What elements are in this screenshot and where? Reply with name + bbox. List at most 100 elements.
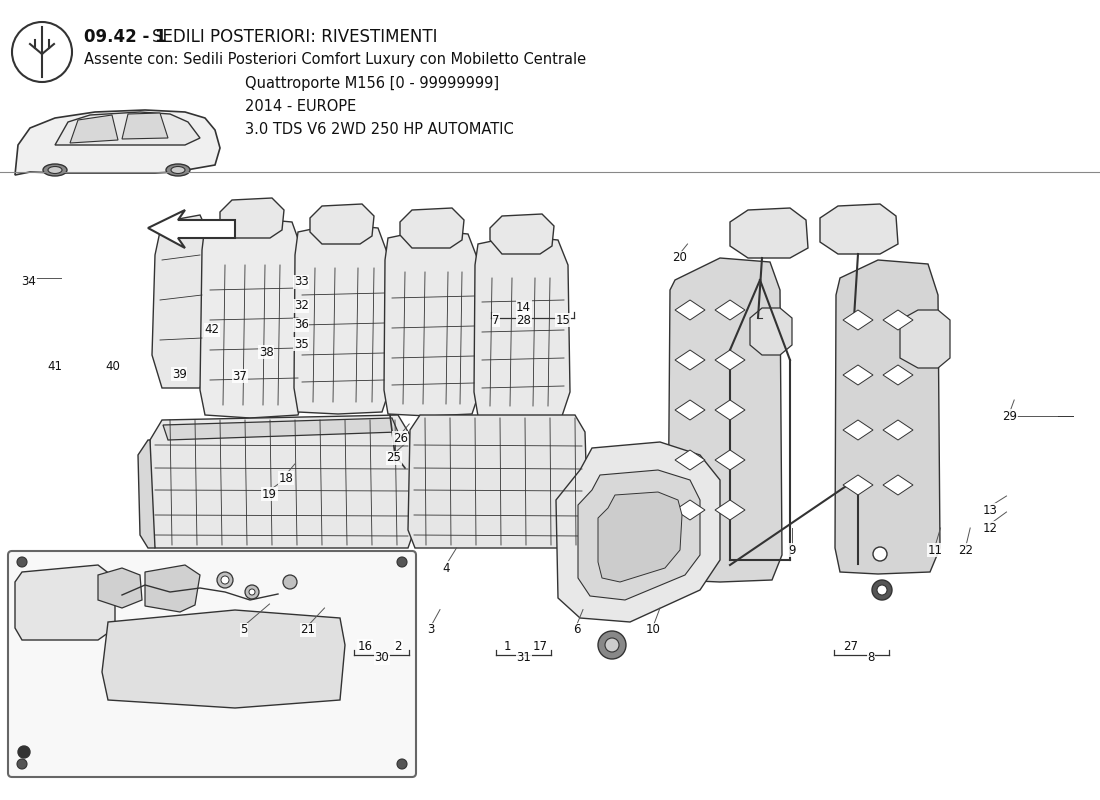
Text: 34: 34	[21, 275, 36, 288]
Polygon shape	[578, 470, 700, 600]
FancyBboxPatch shape	[8, 551, 416, 777]
Polygon shape	[98, 568, 142, 608]
Polygon shape	[843, 475, 873, 495]
Text: 42: 42	[205, 323, 220, 336]
Polygon shape	[883, 475, 913, 495]
Polygon shape	[883, 365, 913, 385]
Polygon shape	[598, 492, 682, 582]
Polygon shape	[122, 113, 168, 139]
Text: 18: 18	[278, 472, 294, 485]
Polygon shape	[715, 450, 745, 470]
Polygon shape	[675, 300, 705, 320]
Polygon shape	[102, 610, 345, 708]
Polygon shape	[400, 208, 464, 248]
Polygon shape	[835, 260, 940, 574]
Circle shape	[16, 759, 28, 769]
Text: 36: 36	[294, 318, 309, 331]
Text: 15: 15	[556, 314, 571, 326]
Text: 4: 4	[443, 562, 450, 574]
Text: 26: 26	[393, 432, 408, 445]
Polygon shape	[382, 446, 402, 462]
Polygon shape	[490, 214, 554, 254]
Circle shape	[249, 589, 255, 595]
Polygon shape	[675, 450, 705, 470]
Text: 19: 19	[262, 488, 277, 501]
Polygon shape	[675, 500, 705, 520]
Text: 25: 25	[386, 451, 402, 464]
Polygon shape	[384, 230, 480, 416]
Polygon shape	[220, 198, 284, 238]
Polygon shape	[148, 210, 235, 248]
Text: 3: 3	[428, 623, 435, 636]
Polygon shape	[715, 500, 745, 520]
Polygon shape	[675, 350, 705, 370]
Text: 28: 28	[516, 314, 531, 326]
Text: 10: 10	[646, 623, 661, 636]
Circle shape	[598, 631, 626, 659]
Polygon shape	[385, 464, 403, 480]
Text: Quattroporte M156 [0 - 99999999]: Quattroporte M156 [0 - 99999999]	[245, 76, 499, 91]
Polygon shape	[408, 415, 588, 548]
Circle shape	[872, 580, 892, 600]
Text: 11: 11	[927, 544, 943, 557]
Text: 17: 17	[532, 640, 548, 653]
Text: 32: 32	[294, 299, 309, 312]
Circle shape	[283, 575, 297, 589]
Polygon shape	[675, 400, 705, 420]
Ellipse shape	[170, 166, 185, 174]
Polygon shape	[55, 112, 200, 145]
Polygon shape	[474, 236, 570, 418]
Text: 13: 13	[982, 504, 998, 517]
Polygon shape	[163, 418, 398, 440]
Polygon shape	[750, 308, 792, 355]
Text: 22: 22	[958, 544, 974, 557]
Polygon shape	[883, 310, 913, 330]
Polygon shape	[556, 442, 720, 622]
Circle shape	[397, 759, 407, 769]
Polygon shape	[200, 218, 305, 418]
Text: 6: 6	[573, 623, 580, 636]
Circle shape	[873, 547, 887, 561]
Polygon shape	[843, 420, 873, 440]
Text: 8: 8	[868, 651, 875, 664]
Text: 16: 16	[358, 640, 373, 653]
Circle shape	[221, 576, 229, 584]
Text: 3.0 TDS V6 2WD 250 HP AUTOMATIC: 3.0 TDS V6 2WD 250 HP AUTOMATIC	[245, 122, 514, 137]
Polygon shape	[15, 110, 220, 175]
Polygon shape	[148, 415, 415, 548]
Text: 2: 2	[395, 640, 402, 653]
Polygon shape	[820, 204, 898, 254]
Circle shape	[245, 585, 258, 599]
Polygon shape	[145, 565, 200, 612]
Polygon shape	[138, 440, 155, 548]
Polygon shape	[70, 115, 118, 143]
Text: 14: 14	[516, 301, 531, 314]
Text: SEDILI POSTERIORI: RIVESTIMENTI: SEDILI POSTERIORI: RIVESTIMENTI	[152, 28, 438, 46]
Polygon shape	[15, 565, 116, 640]
Text: 41: 41	[47, 360, 63, 373]
Circle shape	[18, 746, 30, 758]
Polygon shape	[668, 258, 782, 582]
Text: 33: 33	[294, 275, 309, 288]
Text: 29: 29	[1002, 410, 1018, 422]
Text: 9: 9	[789, 544, 795, 557]
Text: 27: 27	[843, 640, 858, 653]
Ellipse shape	[166, 164, 190, 176]
Text: Assente con: Sedili Posteriori Comfort Luxury con Mobiletto Centrale: Assente con: Sedili Posteriori Comfort L…	[84, 52, 586, 67]
Circle shape	[16, 557, 28, 567]
Text: 5: 5	[241, 623, 248, 636]
Ellipse shape	[43, 164, 67, 176]
Polygon shape	[730, 208, 808, 258]
Text: 37: 37	[232, 370, 248, 382]
Polygon shape	[843, 365, 873, 385]
Text: 35: 35	[294, 338, 309, 350]
Text: 31: 31	[516, 651, 531, 664]
Circle shape	[877, 585, 887, 595]
Circle shape	[397, 557, 407, 567]
Text: 39: 39	[172, 368, 187, 381]
Circle shape	[217, 572, 233, 588]
Text: 12: 12	[982, 522, 998, 534]
Text: 30: 30	[374, 651, 389, 664]
Text: 7: 7	[493, 314, 499, 326]
Text: 38: 38	[258, 346, 274, 358]
